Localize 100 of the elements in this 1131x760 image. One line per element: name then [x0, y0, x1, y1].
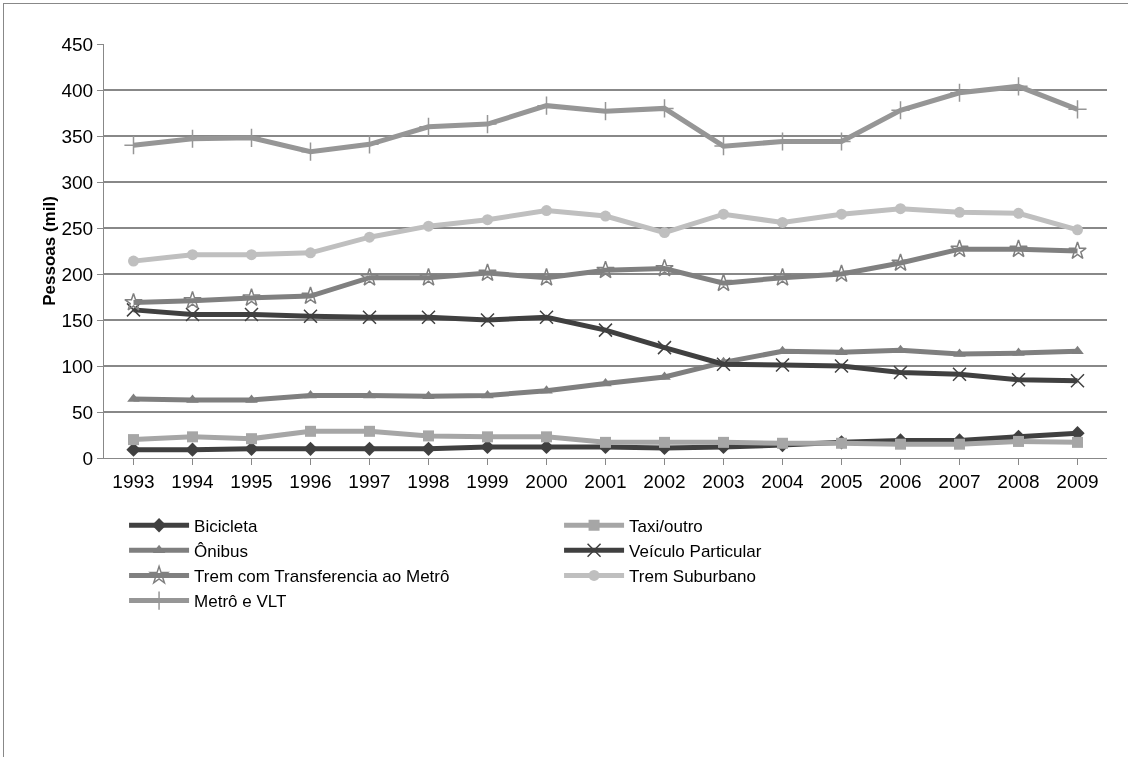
point	[304, 389, 317, 399]
y-tick-label: 200	[61, 263, 94, 285]
point	[1071, 345, 1084, 355]
point	[895, 438, 906, 450]
point	[126, 302, 141, 318]
y-tick-label: 150	[61, 309, 94, 331]
point	[246, 249, 257, 261]
point	[362, 309, 377, 325]
point	[422, 390, 435, 400]
legend-label: Trem Suburbano	[629, 567, 756, 587]
x-tick-label: 2008	[997, 470, 1040, 492]
y-tick-label: 450	[61, 33, 94, 55]
point	[1013, 435, 1024, 447]
point	[242, 288, 261, 307]
point	[185, 442, 200, 457]
point	[421, 441, 436, 456]
point	[185, 307, 200, 322]
x-tick-label: 1994	[171, 470, 215, 492]
point	[364, 231, 375, 243]
y-tick-label: 400	[61, 79, 94, 101]
x-tick-label: 2004	[761, 470, 805, 492]
legend-label: Metrô e VLT	[194, 592, 287, 612]
point	[600, 210, 611, 222]
x-tick-label: 2002	[643, 470, 686, 492]
x-tick-label: 2007	[938, 470, 981, 492]
point	[478, 263, 497, 282]
legend-label: Ônibus	[194, 541, 248, 561]
point	[773, 267, 792, 286]
point	[659, 227, 670, 239]
point	[362, 441, 377, 456]
point	[364, 425, 375, 437]
point	[482, 214, 493, 226]
point	[246, 433, 257, 445]
y-tick-label: 0	[82, 447, 94, 469]
point	[657, 340, 672, 355]
x-tick-label: 2006	[879, 470, 922, 492]
point	[1013, 207, 1024, 219]
point	[305, 247, 316, 259]
legend-label: Taxi/outro	[629, 516, 703, 536]
x-tick-label: 1999	[466, 470, 509, 492]
point	[187, 431, 198, 443]
point	[187, 249, 198, 261]
point	[1067, 99, 1088, 120]
x-tick-label: 1997	[348, 470, 391, 492]
point	[954, 206, 965, 218]
point	[539, 309, 554, 325]
point	[1072, 224, 1083, 236]
point	[480, 312, 495, 328]
point	[950, 239, 969, 258]
point	[1011, 372, 1026, 388]
point	[541, 431, 552, 443]
legend-label: Trem com Transferencia ao Metrô	[194, 567, 450, 587]
point	[952, 367, 967, 382]
point	[305, 425, 316, 437]
point	[1070, 373, 1085, 388]
point	[481, 389, 494, 399]
x-tick-label: 1993	[112, 470, 155, 492]
point	[128, 255, 139, 267]
legend-label: Bicicleta	[194, 516, 258, 536]
x-tick-label: 2009	[1056, 470, 1099, 492]
point	[303, 441, 318, 456]
x-tick-label: 2000	[525, 470, 568, 492]
y-tick-label: 250	[61, 217, 94, 239]
point	[598, 322, 613, 338]
point	[832, 264, 851, 283]
point	[1068, 241, 1087, 260]
point	[954, 438, 965, 450]
point	[777, 216, 788, 228]
x-tick-label: 1996	[289, 470, 332, 492]
point	[124, 292, 143, 311]
legend-label: Veículo Particular	[629, 541, 762, 561]
point	[363, 389, 376, 399]
x-tick-label: 2001	[584, 470, 627, 492]
point	[599, 377, 612, 387]
point	[836, 208, 847, 220]
point	[895, 203, 906, 215]
y-tick-label: 100	[61, 355, 94, 377]
point	[421, 309, 436, 325]
x-tick-label: 1998	[407, 470, 450, 492]
point	[482, 431, 493, 443]
point	[596, 260, 615, 279]
point	[718, 208, 729, 220]
point	[777, 437, 788, 449]
point	[659, 436, 670, 448]
point	[600, 436, 611, 448]
point	[423, 220, 434, 232]
point	[716, 356, 731, 372]
y-tick-label: 300	[61, 171, 94, 193]
y-tick-label: 350	[61, 125, 94, 147]
point	[655, 258, 674, 277]
point	[360, 267, 379, 286]
point	[1072, 436, 1083, 448]
point	[718, 436, 729, 448]
y-axis-title: Pessoas (mil)	[40, 196, 60, 306]
point	[834, 358, 849, 374]
point	[244, 307, 259, 322]
point	[893, 365, 908, 380]
point	[890, 100, 911, 121]
x-tick-label: 1995	[230, 470, 273, 492]
y-tick-label: 50	[72, 401, 94, 423]
